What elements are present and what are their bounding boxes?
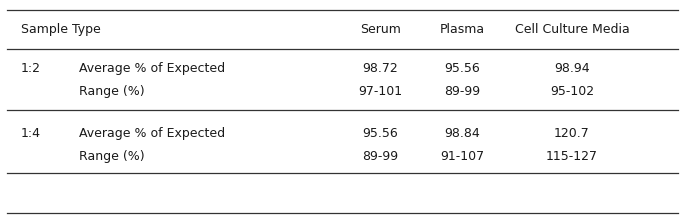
Text: Sample Type: Sample Type xyxy=(21,23,100,36)
Text: 91-107: 91-107 xyxy=(440,150,484,163)
Text: 89-99: 89-99 xyxy=(362,150,398,163)
Text: Average % of Expected: Average % of Expected xyxy=(79,62,225,75)
Text: Cell Culture Media: Cell Culture Media xyxy=(514,23,630,36)
Text: 89-99: 89-99 xyxy=(445,85,480,98)
Text: 97-101: 97-101 xyxy=(358,85,402,98)
Text: Range (%): Range (%) xyxy=(79,150,145,163)
Text: 98.84: 98.84 xyxy=(445,127,480,140)
Text: 98.72: 98.72 xyxy=(362,62,398,75)
Text: 95-102: 95-102 xyxy=(550,85,594,98)
Text: 98.94: 98.94 xyxy=(554,62,590,75)
Text: Serum: Serum xyxy=(360,23,401,36)
Text: 95.56: 95.56 xyxy=(362,127,398,140)
Text: 95.56: 95.56 xyxy=(445,62,480,75)
Text: Range (%): Range (%) xyxy=(79,85,145,98)
Text: 1:2: 1:2 xyxy=(21,62,40,75)
Text: Average % of Expected: Average % of Expected xyxy=(79,127,225,140)
Text: 120.7: 120.7 xyxy=(554,127,590,140)
Text: Plasma: Plasma xyxy=(440,23,485,36)
Text: 1:4: 1:4 xyxy=(21,127,40,140)
Text: 115-127: 115-127 xyxy=(546,150,598,163)
